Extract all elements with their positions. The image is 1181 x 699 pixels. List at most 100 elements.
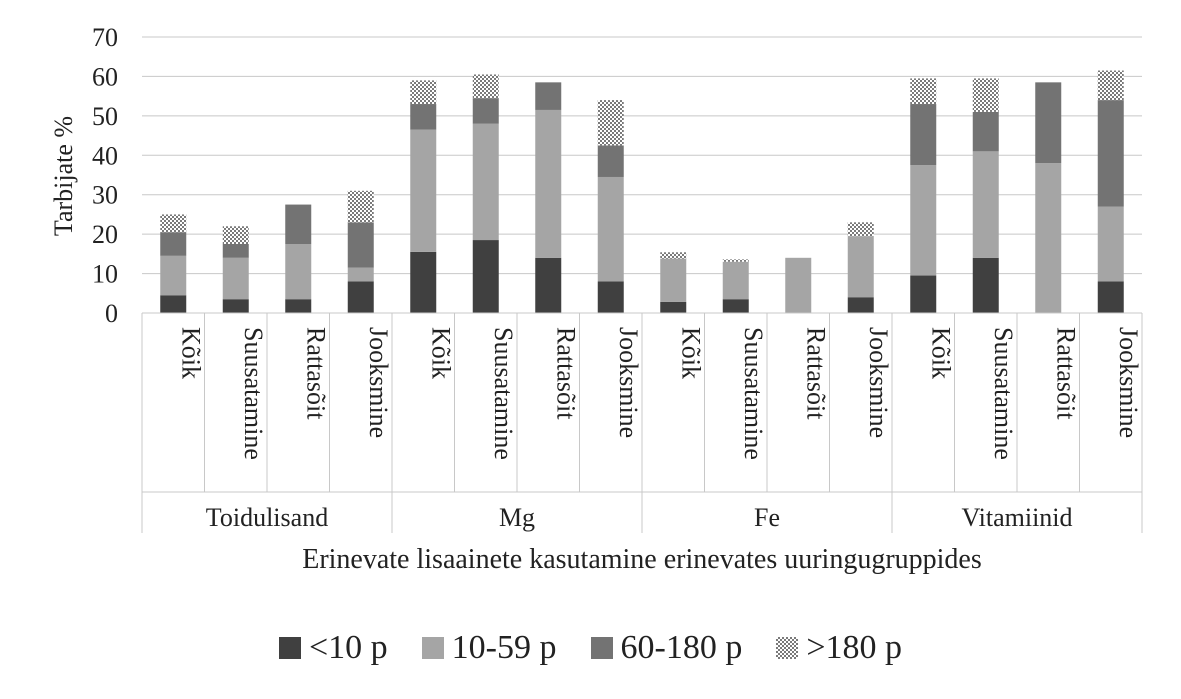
bar-segment — [285, 244, 312, 300]
bar-segment — [347, 190, 374, 223]
legend-item: 10-59 p — [421, 629, 557, 667]
category-label: Kõik — [426, 327, 455, 379]
legend-item: >180 p — [776, 629, 902, 667]
bar-segment — [160, 214, 187, 233]
x-axis: Kõik Suusatamine Rattasõit Jooksmine Kõik Suu… — [141, 312, 1143, 533]
bar-segment — [597, 145, 624, 177]
bar-segment — [1097, 70, 1124, 101]
bar-segment — [1097, 100, 1124, 207]
legend-swatch — [278, 637, 301, 659]
y-axis-ticks: 0 10 20 30 40 50 60 70 — [92, 23, 118, 328]
group-label: Toidulisand — [206, 503, 328, 532]
bar-segment — [660, 258, 687, 302]
bar-segment — [972, 111, 999, 152]
category-label: Rattasõit — [1051, 327, 1080, 420]
bar-segment — [222, 244, 249, 258]
stacked-bar-chart: 0 10 20 30 40 50 60 70 Kõik Suusatamine Rattasõit… — [49, 23, 1143, 575]
bar-segment — [285, 299, 312, 313]
legend-item: <10 p — [278, 629, 388, 667]
category-label: Jooksmine — [364, 327, 393, 438]
category-label: Suusatamine — [739, 327, 768, 460]
bar-segment — [535, 109, 562, 258]
bar-segment — [972, 78, 999, 112]
bar-segment — [410, 129, 437, 252]
y-tick-label: 50 — [92, 102, 118, 131]
bar-segment — [222, 226, 249, 244]
category-label: Rattasõit — [551, 327, 580, 420]
bar-segment — [347, 267, 374, 282]
bar-segment — [972, 151, 999, 258]
bar-segment — [972, 257, 999, 313]
category-label: Rattasõit — [801, 327, 830, 420]
category-label: Kõik — [926, 327, 955, 379]
bar-segment — [410, 251, 437, 313]
legend-label: >180 p — [806, 629, 903, 666]
category-label: Kõik — [176, 327, 205, 379]
bar-segment — [222, 257, 249, 300]
legend-item: 60-180 p — [590, 629, 743, 667]
bar-segment — [410, 80, 437, 105]
legend-swatch — [590, 637, 613, 659]
bar-segment — [847, 297, 874, 313]
y-tick-label: 10 — [92, 260, 118, 289]
legend-swatch — [421, 637, 444, 659]
y-tick-label: 60 — [92, 62, 118, 91]
bar-segment — [1097, 281, 1124, 313]
bar-segment — [660, 252, 687, 259]
y-tick-label: 70 — [92, 23, 118, 52]
bar-segment — [160, 232, 187, 256]
bar-segment — [1035, 82, 1062, 164]
bar-segment — [285, 204, 312, 244]
bar-segment — [472, 74, 499, 99]
bar-segment — [160, 255, 187, 296]
bar-segment — [222, 299, 249, 313]
bar-segment — [722, 261, 749, 300]
group-label: Fe — [754, 503, 780, 532]
bar-segment — [722, 299, 749, 313]
bar-segment — [910, 165, 937, 276]
bar-segment — [910, 78, 937, 105]
bar-segment — [535, 82, 562, 110]
bar-segment — [1035, 163, 1062, 313]
y-tick-label: 20 — [92, 220, 118, 249]
bar-segment — [347, 222, 374, 268]
y-tick-label: 40 — [92, 141, 118, 170]
y-axis-label: Tarbijate % — [49, 116, 78, 236]
bar-segment — [597, 176, 624, 282]
legend-label: 10-59 p — [451, 629, 557, 666]
category-label: Suusatamine — [239, 327, 268, 460]
y-tick-label: 0 — [105, 299, 118, 328]
y-tick-label: 30 — [92, 181, 118, 210]
legend-label: <10 p — [308, 629, 388, 666]
bar-segment — [722, 259, 749, 262]
bar-segment — [410, 104, 437, 130]
group-label: Vitamiinid — [961, 503, 1072, 532]
bar-segment — [1097, 206, 1124, 282]
bar-segment — [660, 301, 687, 313]
category-label: Jooksmine — [614, 327, 643, 438]
bar-segment — [472, 240, 499, 313]
category-label: Jooksmine — [1114, 327, 1143, 438]
category-label: Jooksmine — [864, 327, 893, 438]
x-axis-label: Erinevate lisaainete kasutamine erinevat… — [302, 544, 982, 575]
category-label: Suusatamine — [989, 327, 1018, 460]
bar-segment — [472, 98, 499, 124]
category-label: Kõik — [676, 327, 705, 379]
category-label: Suusatamine — [489, 327, 518, 460]
category-label: Rattasõit — [301, 327, 330, 420]
bar-segment — [597, 100, 624, 146]
legend-swatch — [776, 637, 799, 659]
bar-segment — [535, 257, 562, 313]
bar-segment — [160, 295, 187, 313]
legend: <10 p 10-59 p 60-180 p >180 p — [0, 622, 1181, 674]
legend-label: 60-180 p — [620, 629, 743, 666]
group-label: Mg — [499, 503, 535, 532]
bar-segment — [472, 123, 499, 241]
bar-segment — [785, 257, 812, 313]
bar-segment — [597, 281, 624, 313]
bar-segment — [847, 236, 874, 298]
bars — [160, 70, 1124, 313]
bar-segment — [847, 222, 874, 237]
bar-segment — [347, 281, 374, 313]
bar-segment — [910, 275, 937, 313]
